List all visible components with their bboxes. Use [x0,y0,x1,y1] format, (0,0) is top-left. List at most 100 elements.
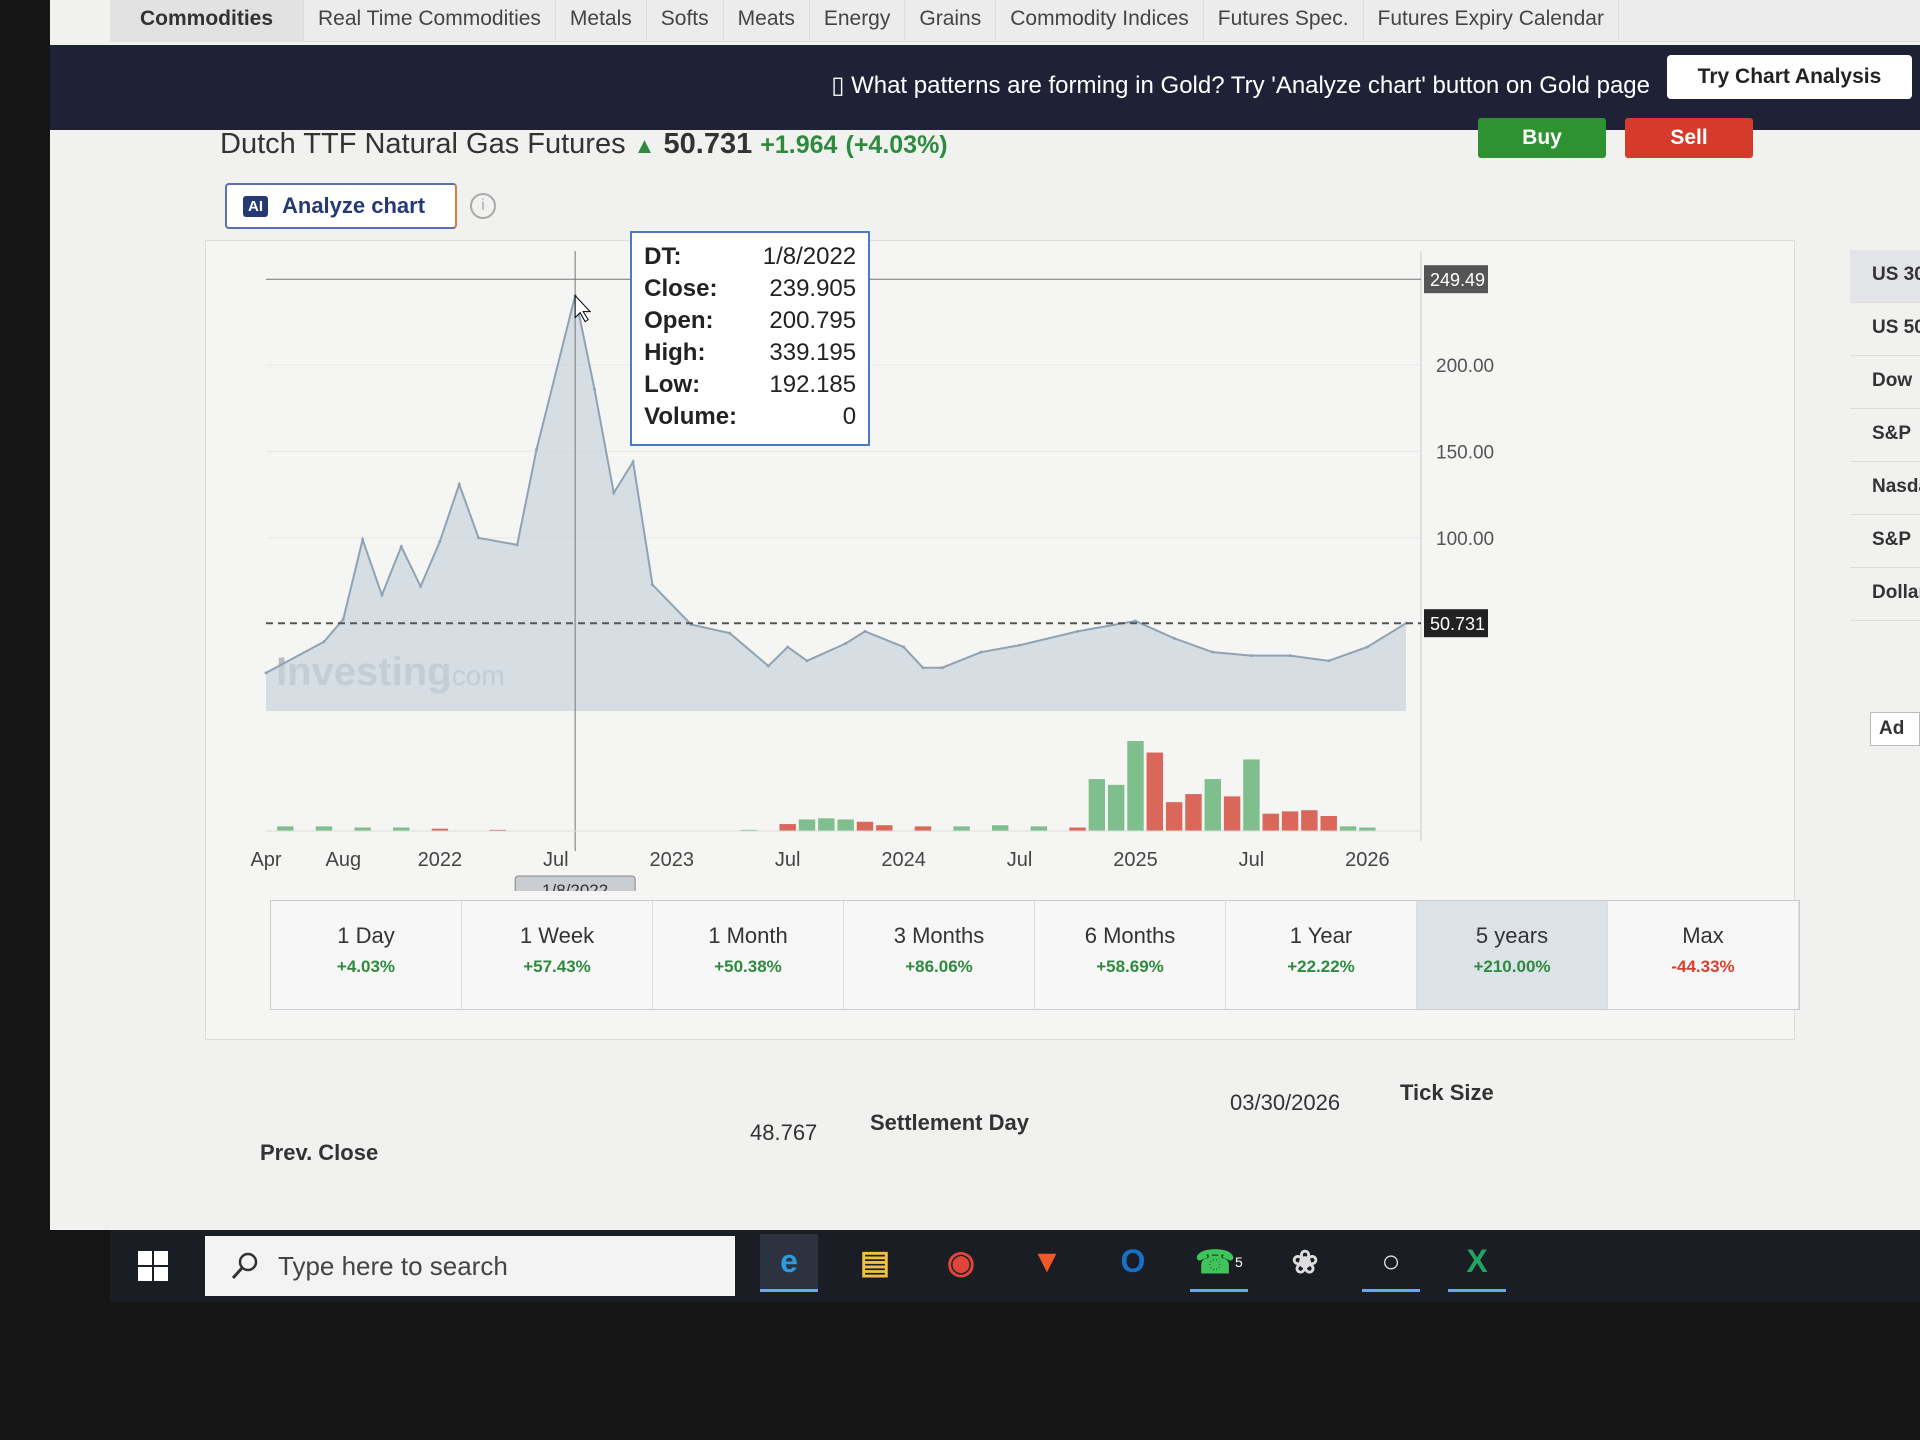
sidebar-market-item[interactable]: S&P [1850,515,1920,568]
volume-bar [1030,826,1048,831]
period-tab[interactable]: 1 Week +57.43% [462,901,653,1009]
edge-taskbar-button[interactable]: e [760,1234,818,1292]
tooltip-value: 200.795 [769,307,857,334]
volume-bar [798,819,816,831]
ad-button[interactable]: Ad [1870,712,1920,746]
price-point [786,645,790,649]
chrome-icon: ◉ [947,1243,975,1280]
promo-banner: ▯ What patterns are forming in Gold? Try… [50,45,1920,130]
taskbar-search[interactable]: Type here to search [205,1236,735,1296]
brave-taskbar-button[interactable]: ▼ [1018,1234,1076,1292]
commodities-nav: Commodities Real Time Commodities Metals So… [110,0,1920,42]
tooltip-value: 1/8/2022 [762,243,857,270]
buy-button[interactable]: Buy [1478,118,1606,158]
try-chart-analysis-button[interactable]: Try Chart Analysis [1667,55,1912,99]
tooltip-key: High: [644,339,706,366]
volume-bar [914,826,932,831]
sidebar-market-item[interactable]: US 500 [1850,303,1920,356]
search-placeholder: Type here to search [278,1250,508,1281]
nav-tab[interactable]: Commodity Indices [996,0,1204,42]
volume-bar [1146,752,1164,831]
last-price-label: 50.731 [1424,609,1488,638]
windows-start-button[interactable] [110,1230,195,1302]
price-point [631,460,635,464]
period-tab[interactable]: 5 years +210.00% [1417,901,1608,1009]
nav-tab[interactable]: Futures Expiry Calendar [1364,0,1619,42]
outlook-taskbar-button[interactable]: O [1104,1234,1162,1292]
volume-bar [992,825,1009,831]
volume-bar [1359,827,1376,831]
tooltip-row: Open: 200.795 [644,307,856,339]
nav-tab[interactable]: Energy [810,0,906,42]
sidebar-market-item[interactable]: Nasdaq [1850,462,1920,515]
price-point [1249,654,1253,658]
price-point [612,491,616,495]
excel-taskbar-button[interactable]: X [1448,1234,1506,1292]
nav-tab[interactable]: Real Time Commodities [304,0,556,42]
tooltip-row: Low: 192.185 [644,371,856,403]
tooltip-value: 0 [842,403,857,430]
price-point [979,650,983,654]
outlook-icon: O [1120,1243,1146,1279]
excel-icon: X [1466,1243,1488,1279]
price-point [457,482,461,486]
nav-tab[interactable]: Commodities [110,0,305,42]
price-point [477,536,481,540]
volume-bar [1165,802,1183,831]
volume-bar [431,828,449,831]
nav-tab[interactable]: Futures Spec. [1204,0,1364,42]
nav-tab[interactable]: Metals [556,0,647,42]
price-chart[interactable]: 100.00150.00200.00Investing.com50.731249… [206,241,1796,891]
volume-bar [837,819,854,831]
period-tab[interactable]: 1 Day +4.03% [271,901,462,1009]
price-point [921,666,925,670]
price-point [399,545,403,549]
price-point [766,664,770,668]
price-point [322,640,326,644]
nav-tab[interactable]: Grains [905,0,997,42]
nav-tab[interactable]: Meats [724,0,810,42]
price-point [380,593,384,597]
volume-bar [354,827,371,831]
period-label: 1 Day [337,923,395,948]
tooltip-row: DT: 1/8/2022 [644,243,856,275]
chatgpt-taskbar-button[interactable]: ❀ [1276,1234,1334,1292]
volume-bar [818,818,835,831]
price-point [419,584,423,588]
price-point [1327,659,1331,663]
price-point [902,645,906,649]
period-change: +86.06% [905,957,973,976]
price-point [1018,643,1022,647]
nav-tab[interactable]: Softs [647,0,724,42]
x-tick-label: Apr [250,849,281,871]
price-change: +1.964 [760,131,838,159]
windows-icon [137,1251,168,1281]
price-point [844,642,848,645]
contract-details: Prev. Close 48.767 Settlement Day 03/30/… [260,1080,1560,1200]
period-tab[interactable]: 1 Year +22.22% [1226,901,1417,1009]
sell-button[interactable]: Sell [1625,118,1753,158]
whatsapp-icon: ☎ [1195,1243,1236,1280]
volume-bar [779,824,796,831]
analyze-chart-button[interactable]: AI Analyze chart [225,183,457,229]
period-change: +210.00% [1473,957,1551,976]
sidebar-market-item[interactable]: S&P [1850,409,1920,462]
sidebar-market-item[interactable]: US 30 [1850,250,1920,303]
period-tab[interactable]: 1 Month +50.38% [653,901,844,1009]
sidebar-market-item[interactable]: Dow [1850,356,1920,409]
whatsapp-taskbar-button[interactable]: ☎ 5 [1190,1234,1248,1292]
volume-bar [1127,741,1144,831]
chrome-taskbar-button[interactable]: ◉ [932,1234,990,1292]
settlement-day-value: 03/30/2026 [1230,1090,1341,1115]
volume-bar [856,821,874,831]
info-icon[interactable]: i [470,193,496,219]
period-tab[interactable]: 6 Months +58.69% [1035,901,1226,1009]
period-change: +58.69% [1096,957,1164,976]
period-tab[interactable]: 3 Months +86.06% [844,901,1035,1009]
period-tab[interactable]: Max -44.33% [1608,901,1799,1009]
sidebar-market-item[interactable]: Dollar [1850,568,1920,621]
file-explorer-taskbar-button[interactable]: ▤ [846,1234,904,1292]
app-taskbar-button[interactable]: ○ [1362,1234,1420,1292]
period-label: 6 Months [1084,923,1176,948]
file-explorer-icon: ▤ [859,1243,891,1280]
